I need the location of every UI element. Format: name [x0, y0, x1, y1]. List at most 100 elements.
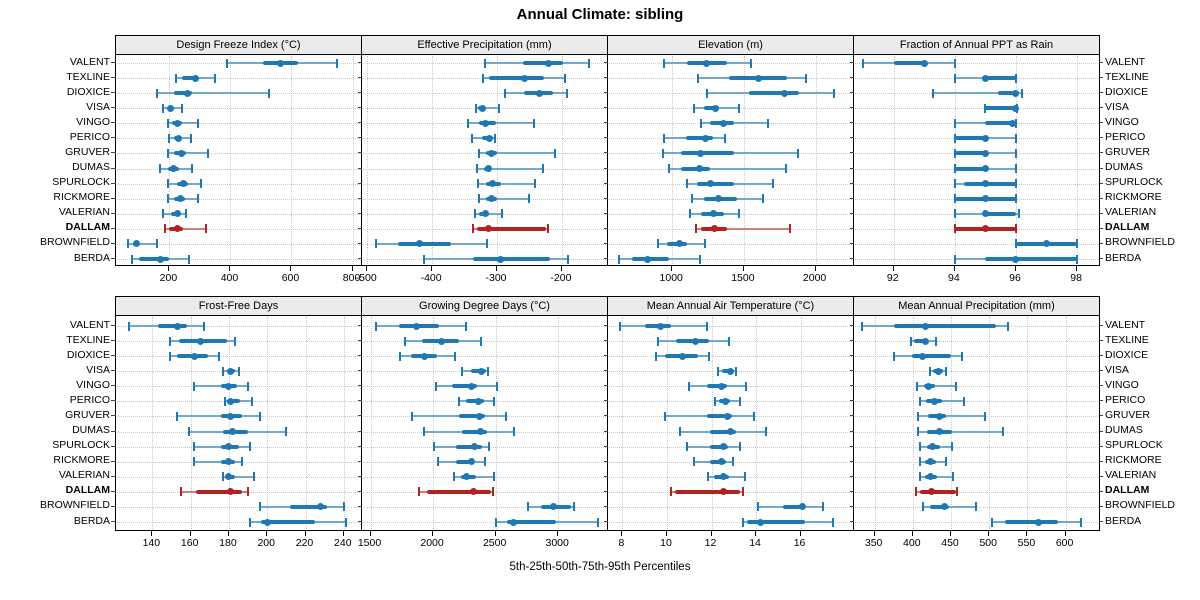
percentile-cap-95th [731, 457, 734, 467]
percentile-median-dot-vingo [467, 382, 475, 390]
percentile-median-dot-berda [510, 518, 518, 526]
percentile-cap-5th [168, 351, 171, 361]
row-tick [1099, 415, 1103, 417]
percentile-cap-5th [478, 194, 481, 204]
x-axis-tick [557, 531, 559, 536]
percentile-whisker-brownfield [128, 242, 157, 245]
percentile-cap-5th [663, 58, 666, 68]
panel-plot-frost-free-days [115, 315, 362, 531]
row-tick [358, 415, 362, 417]
gridline-horizontal [117, 168, 360, 170]
percentile-cap-5th [654, 351, 657, 361]
x-axis-tick-label: 400 [220, 272, 239, 284]
percentile-cap-5th [180, 487, 183, 497]
row-tick [358, 62, 362, 63]
percentile-cap-95th [739, 442, 742, 452]
gridline-vertical [951, 317, 953, 529]
percentile-cap-5th [162, 103, 165, 113]
percentile-cap-95th [572, 502, 575, 512]
row-tick [850, 475, 854, 477]
percentile-cap-95th [983, 411, 986, 421]
gridline-vertical [912, 317, 914, 529]
gridline-horizontal [609, 356, 852, 358]
x-axis-tick-label: 180 [219, 537, 237, 549]
percentile-cap-5th [619, 321, 622, 331]
row-tick [1099, 385, 1103, 387]
percentile-cap-5th [953, 209, 956, 219]
row-tick [850, 385, 854, 387]
station-label-berda: BERDA [73, 251, 110, 264]
percentile-median-dot-brownfield [675, 240, 683, 248]
percentile-cap-5th [689, 209, 692, 219]
row-tick [604, 370, 608, 372]
percentile-median-dot-perico [722, 397, 730, 405]
panel-plot-mean-annual-air-temperature-c [607, 315, 854, 531]
x-axis-tick [432, 531, 434, 536]
percentile-cap-5th [692, 457, 695, 467]
percentile-median-dot-brownfield [941, 503, 949, 511]
gridline-horizontal [609, 506, 852, 508]
x-axis-tick [227, 531, 229, 536]
percentile-cap-5th [953, 254, 956, 264]
percentile-median-dot-valent [920, 59, 928, 67]
station-label-gruver: GRUVER [1105, 145, 1150, 158]
x-axis-tick [1064, 531, 1066, 536]
percentile-cap-5th [226, 58, 229, 68]
row-tick [604, 212, 608, 214]
x-axis-tick-label: 500 [979, 537, 997, 549]
station-label-visa: VISA [1105, 100, 1129, 113]
percentile-iqr-bar-vingo [707, 384, 728, 389]
percentile-cap-95th [752, 411, 755, 421]
row-tick [850, 521, 854, 523]
percentile-cap-5th [667, 164, 670, 174]
x-axis-tick [742, 266, 744, 271]
row-tick [1099, 197, 1103, 199]
percentile-median-dot-rickmore [718, 458, 726, 466]
row-tick [604, 385, 608, 387]
percentile-cap-95th [205, 224, 208, 234]
x-axis-tick [560, 266, 562, 271]
chart-title: Annual Climate: sibling [516, 6, 684, 23]
gridline-vertical [367, 56, 369, 264]
percentile-median-dot-dioxice [919, 352, 927, 360]
row-tick [850, 490, 854, 492]
percentile-cap-5th [164, 224, 167, 234]
row-tick [112, 77, 116, 79]
station-label-spurlock: SPURLOCK [1105, 176, 1163, 189]
row-tick [604, 415, 608, 417]
percentile-iqr-bar-dumas [680, 166, 711, 171]
percentile-iqr-bar-dumas [954, 166, 987, 171]
percentile-cap-95th [342, 502, 345, 512]
percentile-median-dot-valerian [225, 473, 233, 481]
percentile-cap-95th [953, 58, 956, 68]
percentile-cap-5th [471, 224, 474, 234]
row-tick [358, 430, 362, 432]
station-label-valerian: VALERIAN [58, 206, 110, 219]
percentile-cap-5th [417, 487, 420, 497]
row-tick [604, 152, 608, 154]
gridline-vertical [433, 317, 435, 529]
row-tick [1099, 137, 1103, 139]
row-tick [1099, 430, 1103, 432]
x-axis-tick-label: 550 [1017, 537, 1036, 549]
x-axis-tick [496, 266, 497, 271]
percentile-median-dot-dallam [174, 225, 182, 233]
station-label-dioxice: DIOXICE [1105, 85, 1149, 98]
percentile-median-dot-valent [703, 59, 711, 67]
percentile-cap-95th [185, 209, 188, 219]
gridline-horizontal [117, 213, 360, 215]
x-axis-tick-label: 1500 [731, 272, 755, 284]
gridline-vertical [622, 317, 624, 529]
x-axis-tick [290, 266, 292, 271]
percentile-cap-5th [527, 502, 530, 512]
row-tick [358, 137, 362, 139]
percentile-cap-95th [728, 336, 731, 346]
row-tick [850, 258, 854, 260]
percentile-median-dot-spurlock [981, 180, 989, 188]
percentile-median-dot-vingo [225, 382, 233, 390]
gridline-horizontal [363, 506, 606, 508]
percentile-cap-95th [951, 472, 954, 482]
station-label-valerian: VALERIAN [58, 469, 110, 482]
row-tick [358, 505, 362, 507]
percentile-cap-95th [485, 239, 488, 249]
